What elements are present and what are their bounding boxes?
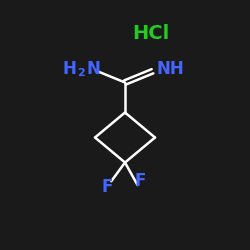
Text: 2: 2	[78, 68, 85, 78]
Text: F: F	[134, 172, 146, 190]
Text: F: F	[102, 178, 113, 196]
Text: H: H	[62, 60, 76, 78]
Text: HCl: HCl	[132, 24, 170, 43]
Text: N: N	[87, 60, 101, 78]
Text: NH: NH	[156, 60, 184, 78]
